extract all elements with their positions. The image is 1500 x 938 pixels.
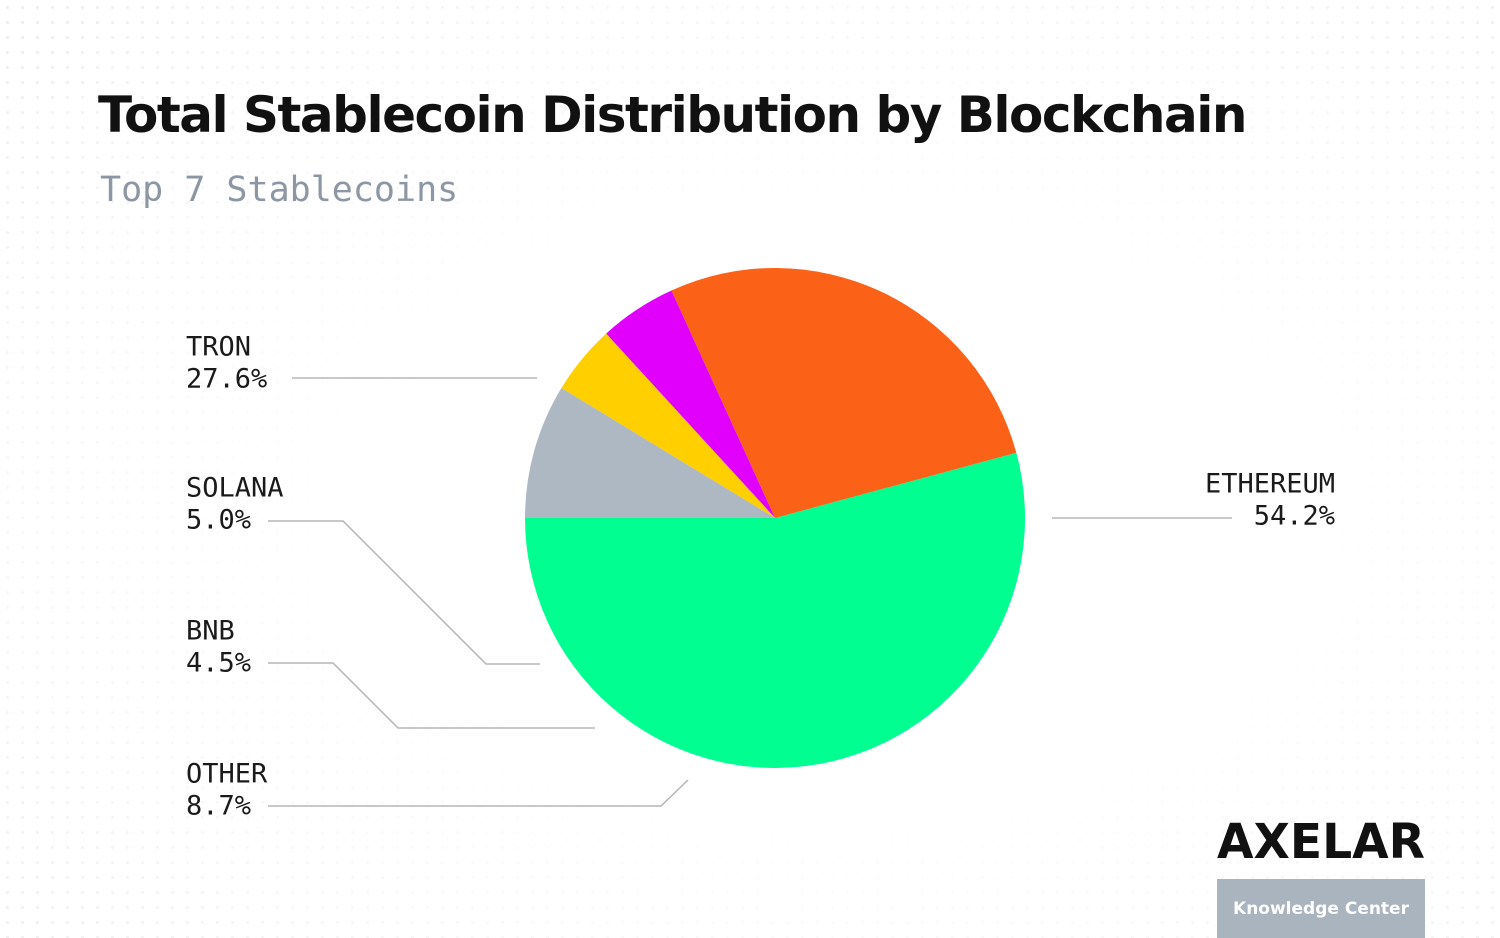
- slice-value-solana: 5.0%: [186, 505, 251, 536]
- knowledge-center-badge: Knowledge Center: [1217, 879, 1425, 938]
- slice-label-ethereum: ETHEREUM: [1205, 469, 1335, 500]
- pie-slices: [525, 267, 1025, 768]
- slice-value-tron: 27.6%: [186, 364, 267, 395]
- slice-label-bnb: BNB: [186, 616, 235, 647]
- leader-lines: [268, 377, 1232, 807]
- leader-line-solana: [268, 520, 540, 665]
- svg-text:AXELAR: AXELAR: [1217, 814, 1425, 864]
- axelar-logo: AXELAR: [1217, 812, 1425, 870]
- slice-value-ethereum: 54.2%: [1254, 501, 1335, 532]
- chart-subtitle: Top 7 Stablecoins: [100, 170, 459, 210]
- slice-label-tron: TRON: [186, 332, 251, 363]
- pie-slice-ethereum: [525, 452, 1025, 768]
- slice-value-bnb: 4.5%: [186, 648, 251, 679]
- slice-label-solana: SOLANA: [186, 473, 284, 504]
- pie-slice-bnb: [561, 333, 775, 518]
- leader-line-other: [268, 779, 689, 807]
- slice-label-other: OTHER: [186, 759, 268, 790]
- pie-slice-solana: [606, 290, 775, 518]
- leader-line-bnb: [268, 662, 595, 729]
- slice-value-other: 8.7%: [186, 791, 251, 822]
- pie-slice-tron: [671, 267, 1017, 518]
- pie-slice-other: [525, 388, 775, 518]
- chart-title: Total Stablecoin Distribution by Blockch…: [98, 86, 1248, 144]
